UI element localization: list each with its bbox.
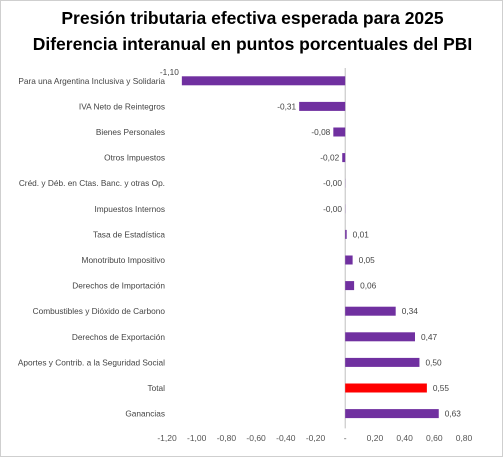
data-label: -0,00 (323, 178, 342, 188)
x-tick-label: 0,20 (367, 433, 384, 443)
bar (345, 281, 355, 291)
category-label: Para una Argentina Inclusiva y Solidaria (18, 76, 165, 86)
x-tick-label: -0,20 (306, 433, 326, 443)
category-label: Aportes y Contrib. a la Seguridad Social (18, 357, 165, 367)
data-label: 0,05 (359, 255, 376, 265)
category-label: Bienes Personales (96, 127, 165, 137)
x-tick-label: -0,40 (276, 433, 296, 443)
chart-subtitle: Diferencia interanual en puntos porcentu… (32, 34, 473, 54)
x-tick-label: 0,80 (456, 433, 473, 443)
bar (345, 229, 347, 239)
data-label: 0,63 (445, 409, 462, 419)
bar (342, 153, 346, 163)
x-tick-label: -1,00 (187, 433, 207, 443)
chart-title: Presión tributaria efectiva esperada par… (61, 8, 444, 28)
category-label: IVA Neto de Reintegros (79, 101, 165, 111)
category-label: Combustibles y Dióxido de Carbono (33, 306, 166, 316)
data-label: 0,50 (425, 357, 442, 367)
data-label: -1,10 (160, 67, 179, 77)
bar (333, 127, 346, 137)
category-label: Ganancias (125, 409, 165, 419)
data-label: 0,55 (433, 383, 450, 393)
category-label: Monotributo Impositivo (82, 255, 166, 265)
data-label: -0,02 (320, 153, 339, 163)
data-label: -0,08 (311, 127, 330, 137)
bar (345, 306, 396, 316)
category-label: Tasa de Estadística (93, 229, 165, 239)
category-label: Créd. y Déb. en Ctas. Banc. y otras Op. (19, 178, 165, 188)
x-tick-label: 0,60 (426, 433, 443, 443)
x-tick-label: 0,40 (396, 433, 413, 443)
data-label: 0,34 (402, 306, 419, 316)
category-label: Derechos de Exportación (72, 332, 166, 342)
x-tick-label: -0,60 (246, 433, 266, 443)
x-tick-label: - (344, 433, 347, 443)
bar (345, 332, 415, 342)
category-label: Total (147, 383, 165, 393)
category-label: Derechos de Importación (72, 281, 165, 291)
bar (345, 409, 439, 419)
category-label: Otros Impuestos (104, 153, 165, 163)
bar (345, 357, 420, 367)
bar (299, 101, 346, 111)
data-label: 0,47 (421, 332, 438, 342)
bar (181, 76, 346, 86)
category-label: Impuestos Internos (94, 204, 165, 214)
data-label: 0,06 (360, 281, 377, 291)
data-label: 0,01 (353, 229, 370, 239)
data-label: -0,31 (277, 101, 296, 111)
bar (345, 255, 353, 265)
bar (345, 383, 427, 393)
data-label: -0,00 (323, 204, 342, 214)
x-tick-label: -0,80 (217, 433, 237, 443)
x-tick-label: -1,20 (157, 433, 177, 443)
